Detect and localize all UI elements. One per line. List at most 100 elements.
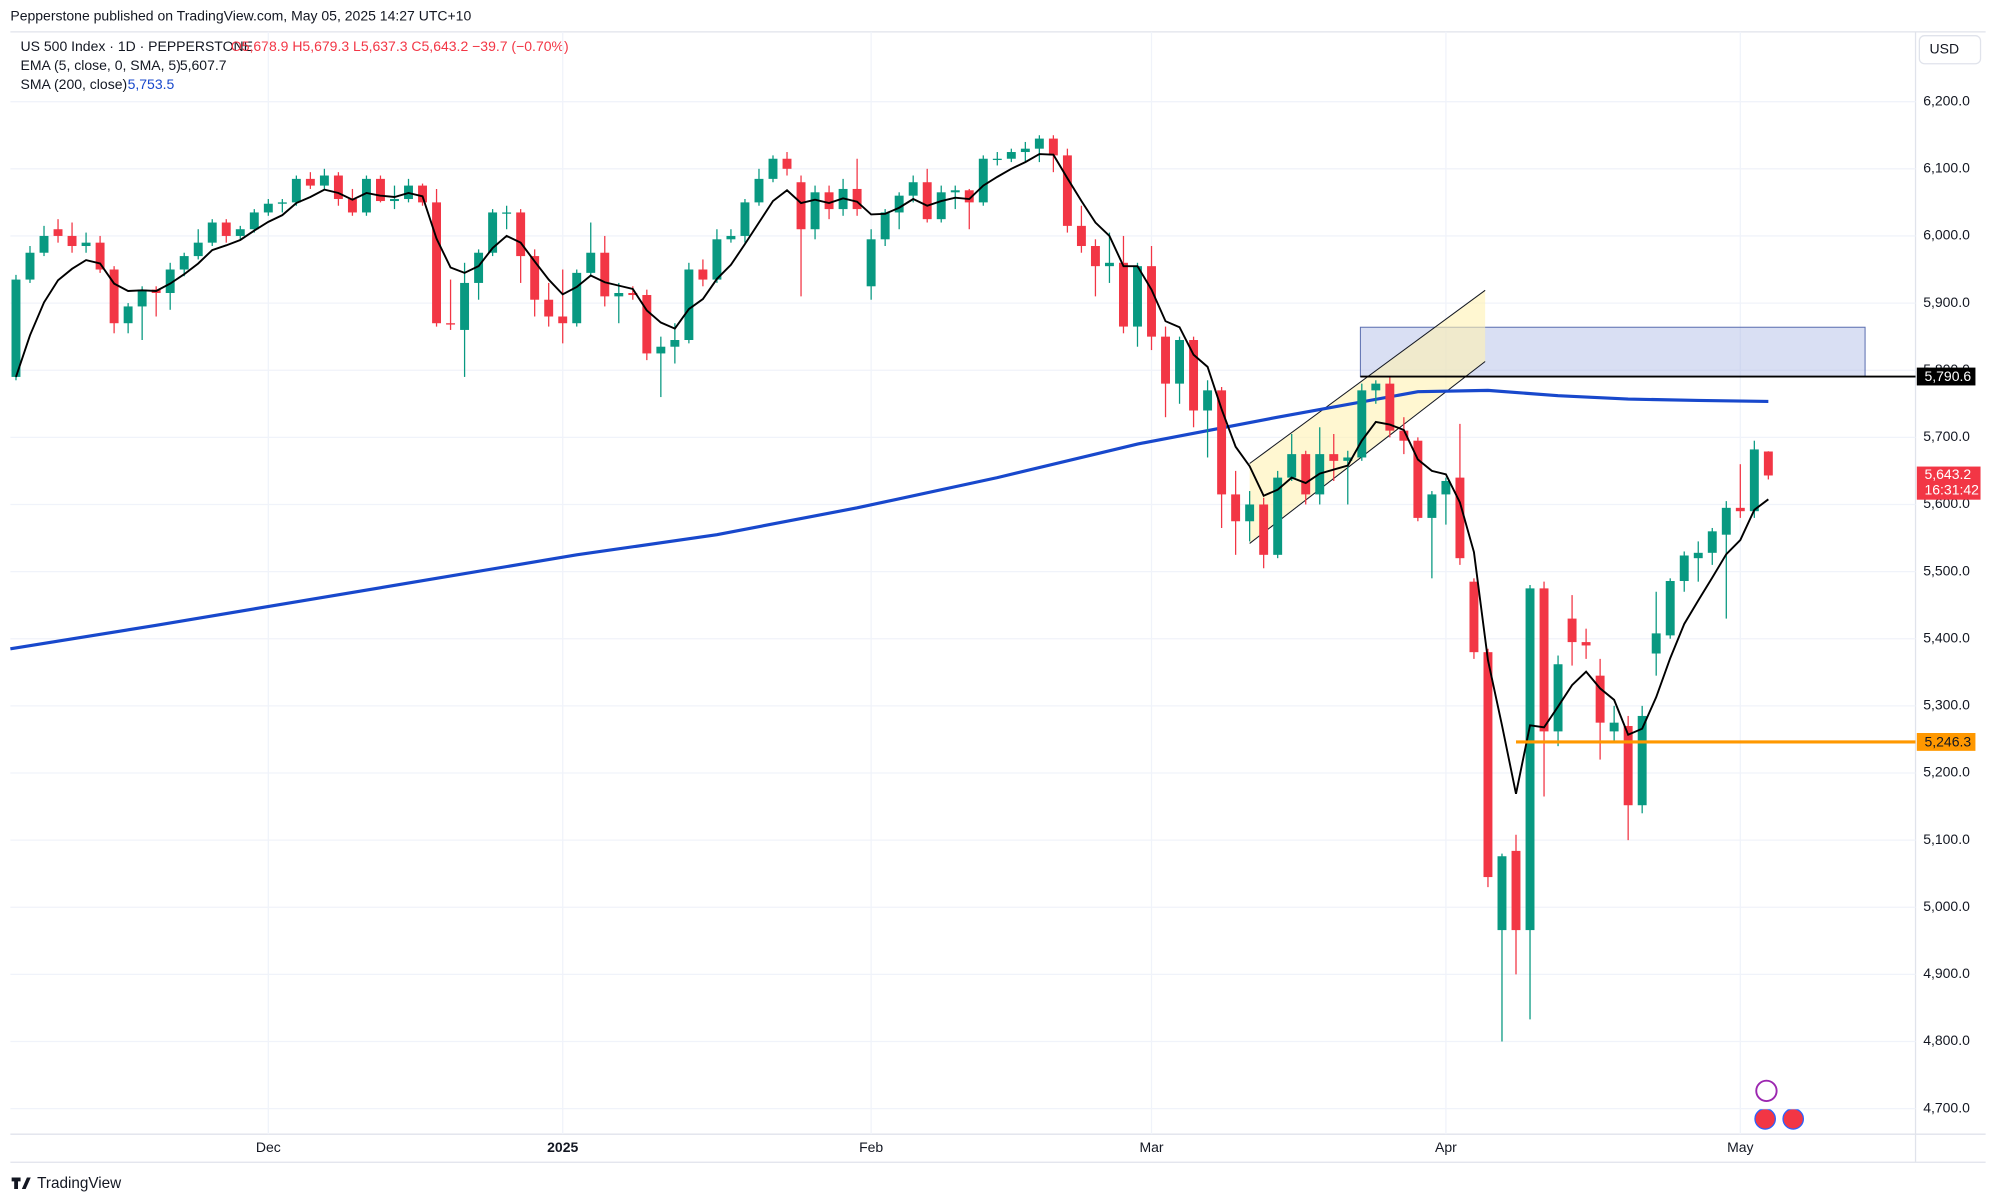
candle-body <box>628 293 638 296</box>
y-tick-label: 5,000.0 <box>1923 898 1970 914</box>
candle-body <box>25 252 35 280</box>
candle-body <box>614 293 624 297</box>
event-icon[interactable] <box>1782 1108 1805 1130</box>
candle-body <box>347 199 357 213</box>
publisher: Pepperstone published on TradingView.com… <box>10 7 471 23</box>
candle-body <box>866 239 876 287</box>
level-label-box <box>1916 367 1976 386</box>
candle-body <box>684 269 694 340</box>
candle-body <box>67 235 77 247</box>
level-label: 5,246.3 <box>1924 733 1971 749</box>
candle-body <box>1006 152 1016 159</box>
candle-body <box>446 323 456 325</box>
y-tick-label: 5,500.0 <box>1923 562 1970 578</box>
candle-body <box>249 212 259 230</box>
sma-value: 5,753.5 <box>128 76 175 92</box>
candle-body <box>193 242 203 257</box>
y-tick-label: 6,200.0 <box>1923 92 1970 108</box>
candle-body <box>235 229 245 236</box>
candle-body <box>1539 588 1549 732</box>
candle-body <box>1048 138 1058 156</box>
candle-body <box>1665 581 1675 636</box>
candle-body <box>1609 722 1619 732</box>
candle-body <box>796 182 806 230</box>
candle-body <box>1455 477 1465 559</box>
candle-body <box>1287 454 1297 478</box>
ema-name: EMA (5, close, 0, SMA, 5) <box>21 57 181 73</box>
candle-body <box>1203 390 1213 411</box>
candle-body <box>390 199 399 202</box>
candle-body <box>1483 652 1493 878</box>
candle-body <box>1371 383 1381 391</box>
candle-body <box>1735 507 1745 512</box>
candle-body <box>488 212 498 253</box>
candle-body <box>432 202 442 324</box>
candle-body <box>1637 715 1647 806</box>
candle-body <box>726 235 736 240</box>
candle-body <box>502 212 512 214</box>
candle-body <box>1062 155 1072 226</box>
candle-body <box>908 182 918 196</box>
candle-body <box>1525 588 1535 931</box>
candle-body <box>1189 339 1199 411</box>
currency-box[interactable] <box>1918 35 1982 65</box>
y-tick-label: 4,900.0 <box>1923 965 1970 981</box>
candle-body <box>81 242 91 247</box>
candle-body <box>1595 675 1605 723</box>
logo-icon <box>11 1177 31 1189</box>
candle-body <box>165 269 175 294</box>
candle-body <box>418 185 427 203</box>
symbol: US 500 Index · 1D · PEPPERSTONE <box>21 38 253 54</box>
candle-body <box>305 178 315 186</box>
candle-body <box>1441 480 1451 495</box>
sma-name: SMA (200, close) <box>21 76 128 92</box>
y-tick-label: 5,700.0 <box>1923 428 1970 444</box>
candle-body <box>263 203 273 213</box>
candle-body <box>1427 494 1437 518</box>
y-tick-label: 6,100.0 <box>1923 160 1970 176</box>
y-tick-label: 5,400.0 <box>1923 629 1970 645</box>
candle-body <box>333 175 343 200</box>
y-tick-label: 5,300.0 <box>1923 697 1970 713</box>
y-tick-label: 4,700.0 <box>1923 1099 1970 1115</box>
candle-body <box>123 306 133 324</box>
candle-body <box>1707 531 1717 553</box>
logo-text: TradingView <box>37 1175 122 1192</box>
candle-body <box>1034 138 1044 149</box>
y-tick-label: 5,200.0 <box>1923 764 1970 780</box>
candle-body <box>376 178 385 202</box>
x-tick-label: Apr <box>1435 1139 1457 1155</box>
candle-body <box>179 256 189 270</box>
candle-body <box>712 239 722 280</box>
candle-body <box>824 192 834 210</box>
currency[interactable]: USD <box>1930 40 1960 56</box>
x-tick-label: Mar <box>1139 1139 1163 1155</box>
candle-body <box>936 192 946 220</box>
level-label: 5,790.6 <box>1924 368 1971 384</box>
candle-body <box>880 212 890 240</box>
candle-body <box>1763 451 1773 476</box>
candle-body <box>572 272 582 324</box>
candle-body <box>782 158 792 169</box>
candle-body <box>1567 618 1577 643</box>
candle-body <box>11 279 21 377</box>
candle-body <box>1693 552 1703 559</box>
candle-body <box>670 339 680 347</box>
candle-body <box>474 252 484 283</box>
ema-value: 5,607.7 <box>180 57 227 73</box>
candle-body <box>1090 246 1100 267</box>
candle-body <box>1679 555 1689 582</box>
event-icon[interactable] <box>1755 1079 1778 1103</box>
candle-body <box>1104 262 1114 267</box>
candle-body <box>1301 454 1311 495</box>
candle-body <box>530 256 540 300</box>
last-price: 5,643.2 <box>1924 466 1971 482</box>
candle-body <box>1273 477 1283 555</box>
level-label-box <box>1916 733 1976 751</box>
x-tick-label: May <box>1727 1139 1753 1155</box>
candle-body <box>319 175 329 186</box>
x-tick-label: 2025 <box>547 1139 578 1155</box>
event-icon[interactable] <box>1754 1108 1776 1130</box>
